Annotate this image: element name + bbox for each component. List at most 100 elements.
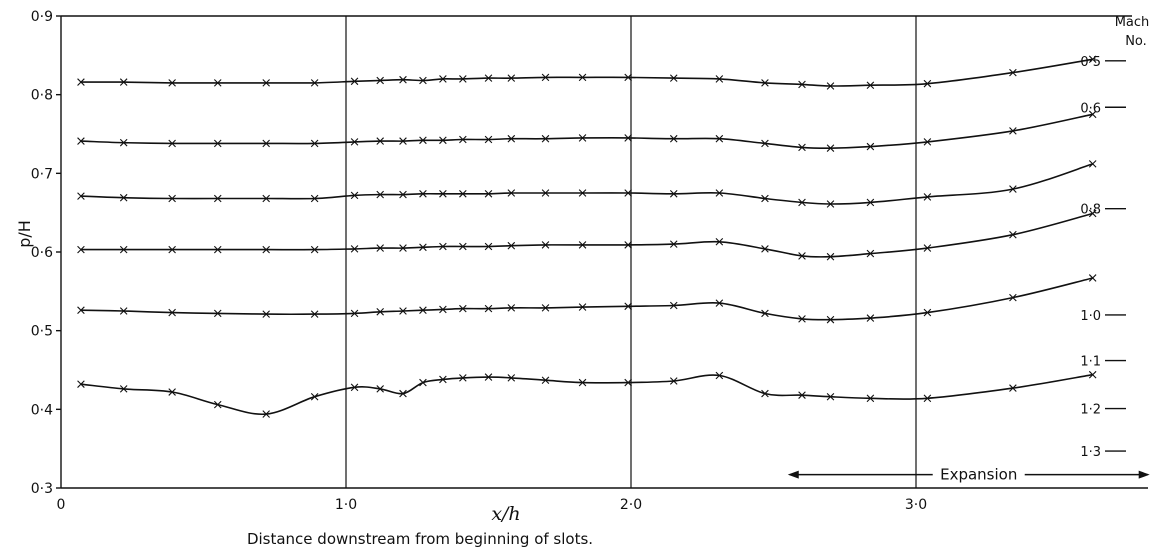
- data-point-marker: [77, 245, 85, 254]
- data-point-marker: [541, 73, 550, 82]
- x-tick-label: 3·0: [905, 497, 927, 513]
- data-point-marker: [262, 79, 270, 87]
- data-point-marker: [624, 73, 632, 82]
- data-point-marker: [399, 190, 407, 199]
- data-point-marker: [1009, 127, 1017, 135]
- data-point-marker: [439, 75, 447, 83]
- mach-scale-subtitle: No.: [1125, 34, 1147, 49]
- data-point-marker: [669, 301, 678, 310]
- data-point-marker: [1088, 209, 1097, 218]
- data-point-marker: [77, 306, 85, 315]
- data-point-marker: [1009, 230, 1017, 239]
- data-point-marker: [826, 82, 835, 90]
- data-point-marker: [168, 308, 176, 317]
- data-point-marker: [213, 194, 222, 203]
- data-point-marker: [119, 78, 128, 86]
- data-point-marker: [1009, 293, 1017, 302]
- data-point-marker: [439, 136, 447, 145]
- data-point-marker: [715, 371, 724, 380]
- data-point-marker: [419, 243, 427, 252]
- data-point-marker: [507, 304, 516, 312]
- data-point-marker: [826, 144, 835, 152]
- expansion-arrowhead-right: [1138, 470, 1150, 479]
- y-tick-label: 0·6: [31, 245, 53, 261]
- data-point-marker: [578, 241, 587, 249]
- data-point-marker: [624, 378, 632, 387]
- data-point-marker: [866, 394, 875, 403]
- data-point-marker: [350, 383, 359, 392]
- data-point-marker: [439, 305, 447, 314]
- data-point-marker: [923, 138, 932, 146]
- data-point-marker: [624, 134, 632, 142]
- data-point-marker: [310, 194, 319, 203]
- data-point-marker: [119, 385, 128, 393]
- data-point-marker: [798, 80, 806, 89]
- data-point-marker: [119, 193, 128, 202]
- data-point-marker: [1088, 110, 1097, 119]
- series-group: [77, 55, 1097, 418]
- series-4: [77, 209, 1097, 261]
- data-point-marker: [578, 73, 587, 82]
- data-point-marker: [350, 138, 359, 146]
- data-point-marker: [419, 306, 427, 315]
- data-point-marker: [923, 79, 932, 88]
- data-point-marker: [419, 189, 427, 198]
- data-point-marker: [262, 139, 270, 148]
- data-point-marker: [439, 375, 447, 384]
- data-point-marker: [484, 135, 493, 144]
- series-5: [77, 274, 1097, 324]
- series-line: [80, 58, 1093, 87]
- data-point-marker: [624, 189, 632, 197]
- data-point-marker: [168, 139, 176, 148]
- data-point-marker: [826, 315, 835, 324]
- x-axis-caption: Distance downstream from beginning of sl…: [247, 530, 593, 548]
- data-point-marker: [669, 377, 678, 385]
- data-point-marker: [399, 307, 407, 315]
- mach-scale-label: 1·3: [1080, 445, 1101, 460]
- series-line: [80, 277, 1093, 321]
- x-tick-label: 2·0: [620, 497, 642, 513]
- data-point-marker: [77, 192, 85, 200]
- data-point-marker: [761, 194, 769, 203]
- expansion-arrowhead-left: [787, 470, 799, 479]
- data-point-marker: [1088, 160, 1097, 168]
- data-point-marker: [798, 252, 806, 260]
- data-point-marker: [1009, 185, 1017, 193]
- data-point-marker: [439, 242, 447, 251]
- data-point-marker: [923, 394, 932, 403]
- data-point-marker: [761, 79, 769, 87]
- y-tick-label: 0·3: [31, 481, 53, 497]
- data-point-marker: [376, 307, 384, 316]
- data-point-marker: [459, 75, 467, 83]
- data-point-marker: [826, 252, 835, 261]
- data-point-marker: [669, 134, 678, 143]
- y-tick-label: 0·5: [31, 324, 53, 340]
- series-1: [77, 55, 1097, 90]
- mach-scale-label: 0·6: [1080, 101, 1101, 116]
- data-point-marker: [715, 75, 724, 83]
- data-point-marker: [761, 245, 769, 253]
- data-point-marker: [119, 245, 128, 254]
- data-point-marker: [826, 392, 835, 401]
- data-point-marker: [715, 237, 724, 246]
- grid-lines: [345, 16, 917, 488]
- data-point-marker: [168, 388, 176, 396]
- data-point-marker: [715, 299, 724, 307]
- x-tick-label: 1·0: [335, 497, 357, 513]
- mach-scale-label: 1·2: [1080, 403, 1101, 418]
- x-tick-label: 0: [57, 497, 66, 513]
- data-point-marker: [310, 245, 319, 254]
- expansion-label-background: [932, 463, 1025, 484]
- data-point-marker: [459, 242, 467, 251]
- series-6: [77, 370, 1097, 418]
- data-point-marker: [715, 189, 724, 197]
- data-point-marker: [923, 308, 932, 317]
- data-point-marker: [262, 245, 270, 254]
- data-point-marker: [541, 134, 550, 143]
- data-point-marker: [77, 137, 85, 145]
- data-point-marker: [213, 139, 222, 148]
- data-point-marker: [798, 315, 806, 323]
- data-point-marker: [541, 376, 550, 385]
- data-point-marker: [459, 189, 467, 198]
- data-point-marker: [484, 242, 493, 251]
